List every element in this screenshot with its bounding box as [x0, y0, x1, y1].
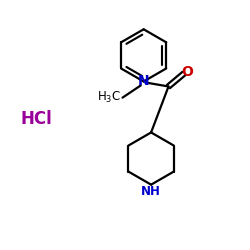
Text: H$_3$C: H$_3$C [97, 90, 121, 105]
Text: HCl: HCl [21, 110, 52, 128]
Text: NH: NH [141, 185, 161, 198]
Text: N: N [138, 74, 149, 88]
Text: O: O [181, 65, 193, 79]
